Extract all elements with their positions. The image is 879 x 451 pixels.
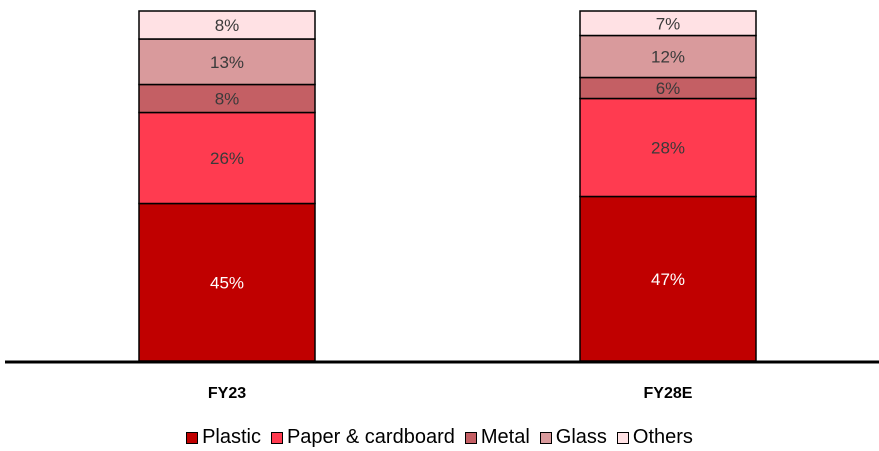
legend-swatch-2 — [464, 431, 477, 444]
data-label-fy28e-0: 47% — [651, 270, 685, 289]
bar-segment-fy23-1 — [138, 111, 316, 205]
bar-segment-fy23-0 — [138, 202, 316, 362]
data-label-fy28e-1: 28% — [651, 139, 685, 158]
bar-segment-fy28e-1 — [579, 97, 757, 198]
bar-segment-fy23-3 — [138, 38, 316, 86]
x-tick-label-fy23: FY23 — [208, 385, 246, 402]
legend-item-3: Glass — [539, 426, 607, 449]
stacked-bar-chart: 45% 26% 8% 13% 8% 47% 28% 6% 12% 7% FY23 FY28E — [5, 10, 879, 402]
legend-label-1: Paper & cardboard — [286, 426, 455, 448]
legend: Plastic Paper & cardboard Metal Glass Others — [0, 426, 879, 449]
legend-item-0: Plastic — [186, 426, 261, 449]
legend-swatch-4 — [616, 431, 629, 444]
bar-segment-fy23-4 — [138, 10, 316, 40]
legend-swatch-0 — [186, 431, 199, 444]
legend-swatch-1 — [270, 431, 283, 444]
bar-segment-fy28e-3 — [579, 34, 757, 79]
data-label-fy23-4: 8% — [215, 16, 240, 35]
x-tick-label-fy28e: FY28E — [644, 385, 693, 402]
legend-swatch-3 — [539, 431, 552, 444]
legend-item-2: Metal — [464, 426, 530, 449]
data-label-fy23-1: 26% — [210, 149, 244, 168]
data-label-fy23-2: 8% — [215, 90, 240, 109]
data-label-fy28e-2: 6% — [656, 79, 681, 98]
legend-label-3: Glass — [555, 426, 607, 448]
legend-label-4: Others — [632, 426, 693, 448]
data-label-fy28e-4: 7% — [656, 14, 681, 33]
data-label-fy23-0: 45% — [210, 273, 244, 292]
legend-label-2: Metal — [480, 426, 530, 448]
legend-item-1: Paper & cardboard — [270, 426, 455, 449]
bar-segment-fy28e-0 — [579, 195, 757, 362]
legend-item-4: Others — [616, 426, 693, 449]
bars-layer: 45% 26% 8% 13% 8% 47% 28% 6% 12% 7% — [138, 10, 757, 362]
bar-segment-fy28e-4 — [579, 10, 757, 37]
x-tick-labels: FY23 FY28E — [208, 385, 693, 402]
data-label-fy28e-3: 12% — [651, 48, 685, 67]
data-label-fy23-3: 13% — [210, 53, 244, 72]
legend-label-0: Plastic — [202, 426, 261, 448]
